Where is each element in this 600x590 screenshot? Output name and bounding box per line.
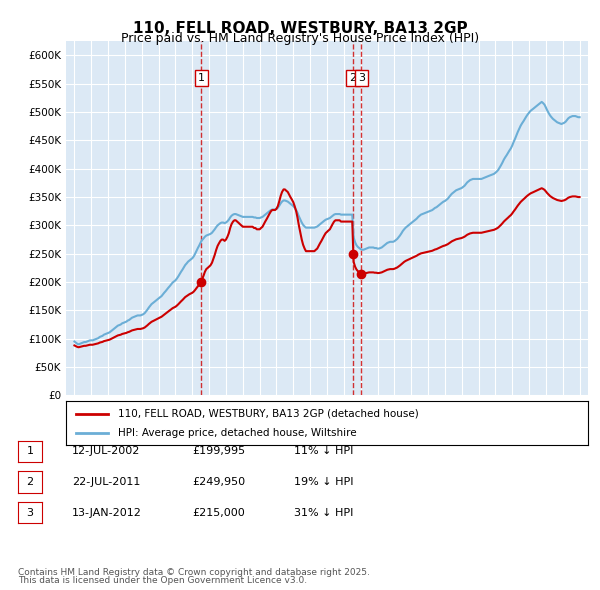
Text: HPI: Average price, detached house, Wiltshire: HPI: Average price, detached house, Wilt… — [118, 428, 357, 438]
Text: 110, FELL ROAD, WESTBURY, BA13 2GP: 110, FELL ROAD, WESTBURY, BA13 2GP — [133, 21, 467, 35]
Text: 13-JAN-2012: 13-JAN-2012 — [72, 508, 142, 517]
Text: 3: 3 — [26, 508, 34, 517]
Text: 3: 3 — [358, 73, 365, 83]
Text: This data is licensed under the Open Government Licence v3.0.: This data is licensed under the Open Gov… — [18, 576, 307, 585]
Text: 19% ↓ HPI: 19% ↓ HPI — [294, 477, 353, 487]
Text: £249,950: £249,950 — [192, 477, 245, 487]
Text: 12-JUL-2002: 12-JUL-2002 — [72, 447, 140, 456]
Text: £199,995: £199,995 — [192, 447, 245, 456]
Text: Contains HM Land Registry data © Crown copyright and database right 2025.: Contains HM Land Registry data © Crown c… — [18, 568, 370, 577]
Text: 11% ↓ HPI: 11% ↓ HPI — [294, 447, 353, 456]
Text: 1: 1 — [198, 73, 205, 83]
Text: 22-JUL-2011: 22-JUL-2011 — [72, 477, 140, 487]
Text: 110, FELL ROAD, WESTBURY, BA13 2GP (detached house): 110, FELL ROAD, WESTBURY, BA13 2GP (deta… — [118, 409, 419, 418]
Text: 31% ↓ HPI: 31% ↓ HPI — [294, 508, 353, 517]
Text: 2: 2 — [26, 477, 34, 487]
Text: 1: 1 — [26, 447, 34, 456]
Text: Price paid vs. HM Land Registry's House Price Index (HPI): Price paid vs. HM Land Registry's House … — [121, 32, 479, 45]
Text: £215,000: £215,000 — [192, 508, 245, 517]
Text: 2: 2 — [350, 73, 356, 83]
